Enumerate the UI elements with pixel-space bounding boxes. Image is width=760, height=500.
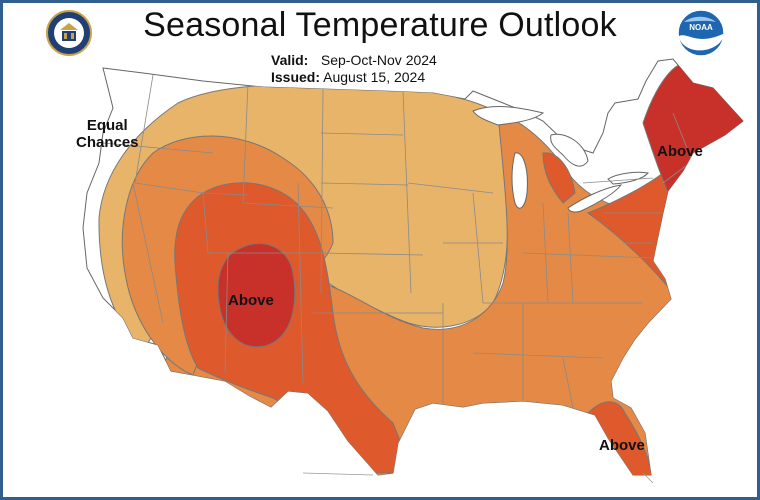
above-region-strongest-southwest	[217, 243, 296, 348]
noaa-logo-icon: NOAA	[677, 9, 725, 57]
lake-michigan	[511, 152, 528, 209]
lake-erie	[567, 184, 623, 213]
issued-row: Issued: August 15, 2024	[271, 69, 425, 85]
state-boundaries	[102, 74, 704, 409]
above-label-southwest: Above	[228, 292, 274, 309]
above-label-northeast: Above	[657, 143, 703, 160]
noaa-logo-text: NOAA	[689, 23, 713, 32]
coastline-extra	[302, 472, 654, 484]
above-label-florida: Above	[599, 437, 645, 454]
lake-huron	[550, 133, 589, 167]
valid-row: Valid: Sep-Oct-Nov 2024	[271, 52, 437, 68]
issued-value: August 15, 2024	[323, 69, 426, 85]
issued-label: Issued:	[271, 69, 321, 85]
equal-chances-line1: Equal	[86, 117, 128, 134]
lake-superior	[472, 106, 545, 126]
above-region-strong-michigan	[542, 152, 576, 204]
equal-chances-label: Equal Chances	[76, 117, 139, 151]
equal-chances-line2: Chances	[76, 134, 139, 151]
us-map	[82, 58, 744, 484]
commerce-seal-icon	[46, 10, 92, 56]
valid-label: Valid:	[271, 52, 309, 68]
lake-ontario	[607, 171, 649, 185]
page-title: Seasonal Temperature Outlook	[143, 6, 617, 44]
valid-value: Sep-Oct-Nov 2024	[320, 52, 437, 68]
